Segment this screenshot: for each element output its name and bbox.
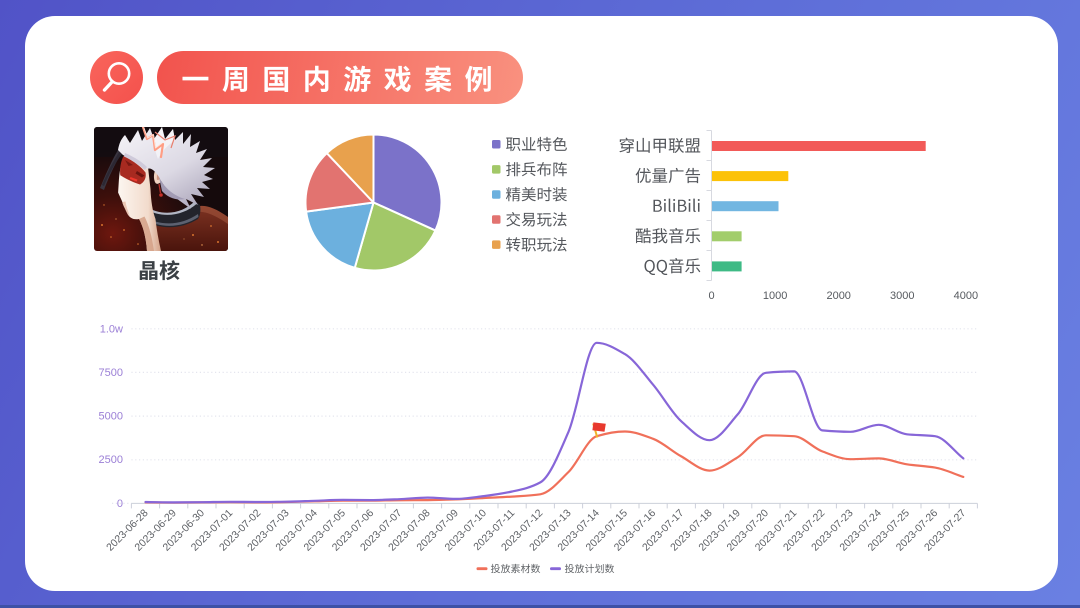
- svg-text:5000: 5000: [99, 411, 123, 423]
- svg-text:1.0w: 1.0w: [100, 323, 123, 335]
- svg-text:2500: 2500: [99, 454, 123, 466]
- svg-text:7500: 7500: [99, 367, 123, 379]
- svg-text:2000: 2000: [826, 290, 850, 302]
- svg-text:1000: 1000: [763, 290, 787, 302]
- svg-text:4000: 4000: [954, 290, 978, 302]
- svg-text:3000: 3000: [890, 290, 914, 302]
- svg-text:0: 0: [117, 498, 123, 510]
- svg-text:0: 0: [708, 290, 714, 302]
